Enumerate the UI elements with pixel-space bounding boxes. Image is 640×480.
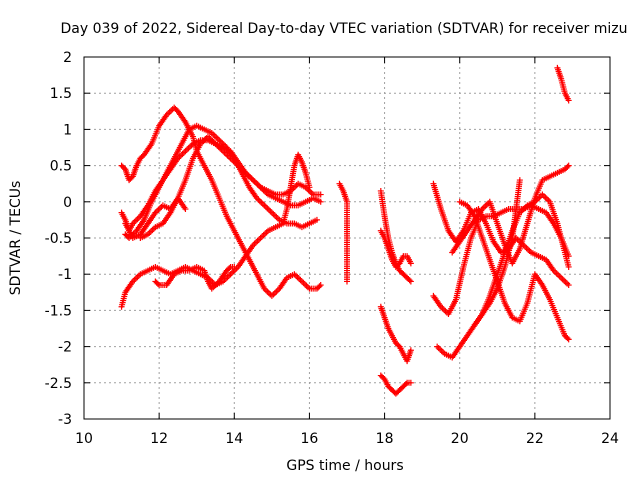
x-tick-label: 16 <box>301 431 319 447</box>
y-tick-label: 0.5 <box>50 159 72 175</box>
data-point <box>316 283 323 290</box>
data-point <box>407 260 414 267</box>
data-point <box>182 206 189 213</box>
data-point <box>128 174 135 181</box>
data-point <box>226 265 233 272</box>
data-point <box>306 184 313 191</box>
data-point <box>313 216 320 223</box>
data-point <box>154 280 161 287</box>
data-point <box>317 198 324 205</box>
series-track-19 <box>554 64 572 104</box>
data-point <box>395 342 402 349</box>
data-point <box>395 261 402 268</box>
data-point <box>317 282 324 289</box>
data-point <box>407 347 414 354</box>
y-tick-label: -0.5 <box>45 231 72 247</box>
y-tick-label: 2 <box>63 50 72 66</box>
data-point <box>565 97 572 104</box>
series-track-3 <box>122 122 320 241</box>
y-tick-label: 1.5 <box>50 86 72 102</box>
data-point <box>402 381 409 388</box>
y-axis-label: SDTVAR / TECUs <box>8 181 24 296</box>
data-point <box>317 191 324 198</box>
x-tick-label: 18 <box>376 431 394 447</box>
x-tick-label: 22 <box>526 431 544 447</box>
series-track-11 <box>377 303 414 365</box>
data-point <box>380 374 387 381</box>
data-point <box>121 165 128 172</box>
series-track-1 <box>118 104 324 299</box>
x-axis-label: GPS time / hours <box>286 458 403 474</box>
series-track-16 <box>456 198 572 343</box>
data-point <box>407 379 414 386</box>
x-tick-label: 20 <box>451 431 469 447</box>
series-track-12 <box>377 372 414 397</box>
y-tick-label: -2 <box>58 340 72 356</box>
x-tick-label: 14 <box>225 431 243 447</box>
x-tick-label: 24 <box>601 431 619 447</box>
data-point <box>564 163 571 170</box>
x-tick-label: 12 <box>150 431 168 447</box>
y-tick-label: 0 <box>63 195 72 211</box>
data-point <box>516 177 523 184</box>
series-track-10 <box>377 227 414 270</box>
data-point <box>231 263 238 270</box>
y-tick-label: -1.5 <box>45 303 72 319</box>
series-track-4 <box>122 133 324 241</box>
series-marks <box>118 64 572 397</box>
y-tick-label: -2.5 <box>45 376 72 392</box>
y-tick-label: -1 <box>58 267 72 283</box>
ticks: 10 12 14 16 18 20 22 24 2 1.5 1 0.5 0 -0.5 -1 -1.5 -2 -2.… <box>45 50 619 447</box>
data-point <box>565 336 572 343</box>
data-point <box>407 278 414 285</box>
series-track-6 <box>152 263 238 292</box>
y-tick-label: 1 <box>63 122 72 138</box>
y-tick-label: -3 <box>58 412 72 428</box>
x-tick-label: 10 <box>75 431 93 447</box>
data-point <box>564 335 571 342</box>
data-point <box>406 277 413 284</box>
data-point <box>344 278 350 285</box>
series-track-17 <box>449 162 572 267</box>
data-point <box>565 282 572 289</box>
series-track-18 <box>471 177 523 328</box>
data-point <box>565 162 572 169</box>
series-track-7 <box>137 195 189 241</box>
data-point <box>565 263 572 270</box>
chart-title: Day 039 of 2022, Sidereal Day-to-day VTE… <box>61 21 628 37</box>
series-track-8 <box>336 180 350 285</box>
